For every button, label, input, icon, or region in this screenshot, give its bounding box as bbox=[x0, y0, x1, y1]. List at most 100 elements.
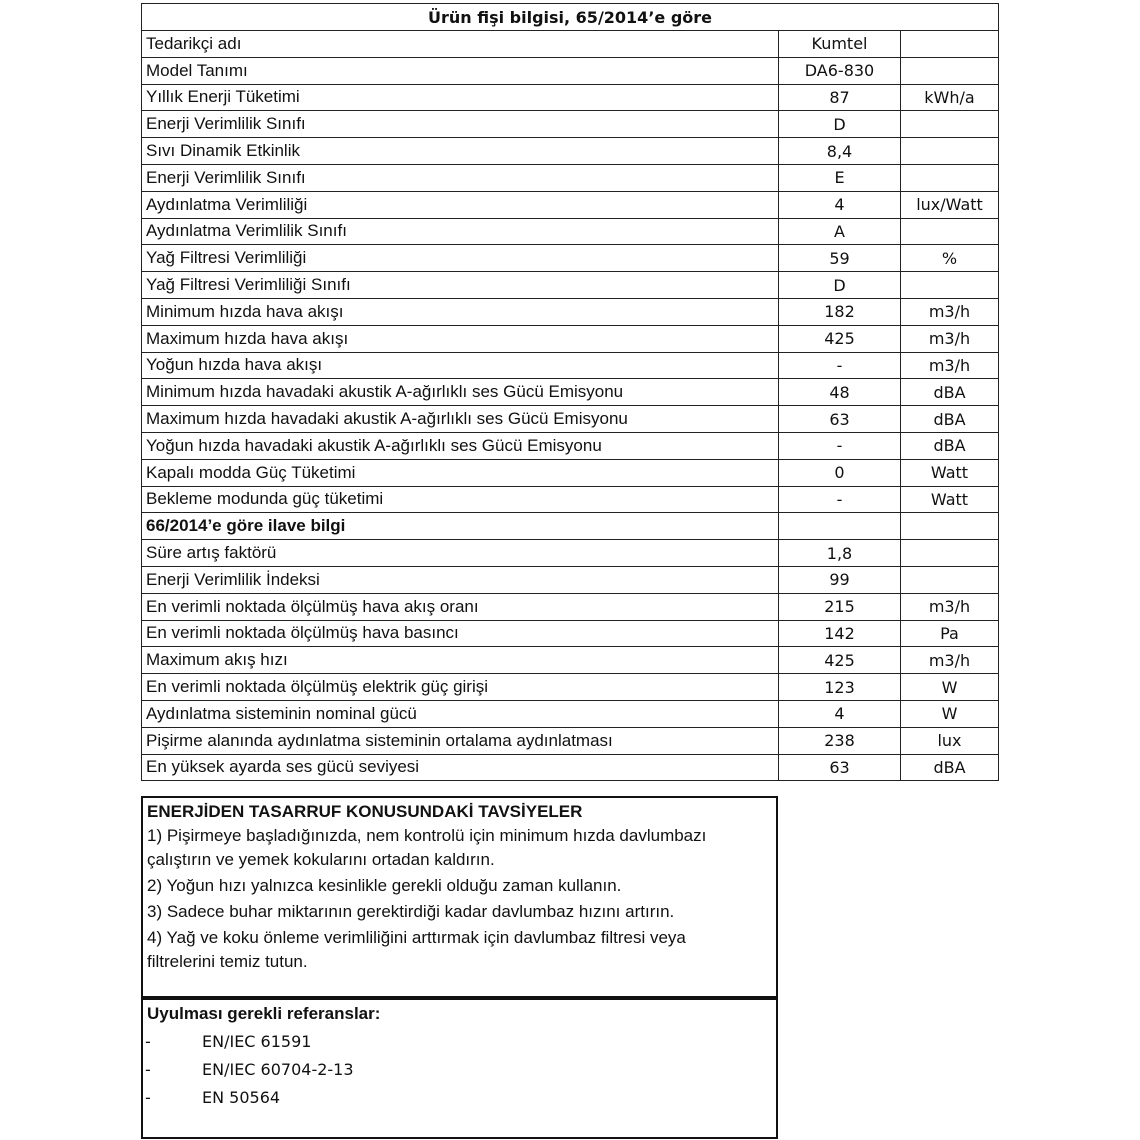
row-label: Aydınlatma sisteminin nominal gücü bbox=[141, 699, 779, 728]
row-unit bbox=[900, 137, 999, 165]
row-unit: lux/Watt bbox=[900, 190, 999, 219]
row-value: 215 bbox=[778, 592, 901, 621]
row-unit: m3/h bbox=[900, 324, 999, 353]
row-unit bbox=[900, 217, 999, 246]
row-label: En yüksek ayarda ses gücü seviyesi bbox=[141, 753, 779, 782]
table-row: Bekleme modunda güç tüketimi - Watt bbox=[141, 485, 999, 514]
row-label: Sıvı Dinamik Etkinlik bbox=[141, 137, 779, 165]
table-row: Enerji Verimlilik İndeksi 99 bbox=[141, 565, 999, 594]
reference-item: - EN/IEC 60704-2-13 bbox=[143, 1060, 776, 1080]
row-value: A bbox=[778, 217, 901, 246]
table-row: En verimli noktada ölçülmüş hava akış or… bbox=[141, 592, 999, 621]
bullet-dash: - bbox=[145, 1060, 151, 1079]
row-unit bbox=[900, 512, 999, 541]
row-label: Bekleme modunda güç tüketimi bbox=[141, 485, 779, 514]
row-label: Enerji Verimlilik İndeksi bbox=[141, 565, 779, 594]
row-label: Enerji Verimlilik Sınıfı bbox=[141, 163, 779, 192]
row-value: 238 bbox=[778, 726, 901, 755]
table-row: Yağ Filtresi Verimliliği Sınıfı D bbox=[141, 271, 999, 299]
table-row: Kapalı modda Güç Tüketimi 0 Watt bbox=[141, 458, 999, 487]
table-row: Enerji Verimlilik Sınıfı D bbox=[141, 110, 999, 139]
row-unit: Pa bbox=[900, 619, 999, 648]
bullet-dash: - bbox=[145, 1088, 151, 1107]
row-value: - bbox=[778, 485, 901, 514]
row-value: 4 bbox=[778, 699, 901, 728]
reference-item: - EN/IEC 61591 bbox=[143, 1032, 776, 1052]
row-label: En verimli noktada ölçülmüş hava basıncı bbox=[141, 619, 779, 648]
row-label: Minimum hızda hava akışı bbox=[141, 297, 779, 326]
table-row: Maximum akış hızı 425 m3/h bbox=[141, 646, 999, 675]
row-label: Yoğun hızda havadaki akustik A-ağırlıklı… bbox=[141, 431, 779, 460]
row-label: Model Tanımı bbox=[141, 56, 779, 85]
row-label: Maximum hızda havadaki akustik A-ağırlık… bbox=[141, 405, 779, 433]
row-label: Enerji Verimlilik Sınıfı bbox=[141, 110, 779, 139]
row-unit: lux bbox=[900, 726, 999, 755]
row-unit: m3/h bbox=[900, 592, 999, 621]
table-row: Minimum hızda hava akışı 182 m3/h bbox=[141, 297, 999, 326]
row-unit: m3/h bbox=[900, 646, 999, 675]
table-row: Pişirme alanında aydınlatma sisteminin o… bbox=[141, 726, 999, 755]
table-row: Minimum hızda havadaki akustik A-ağırlık… bbox=[141, 378, 999, 407]
recommendation-item: 2) Yoğun hızı yalnızca kesinlikle gerekl… bbox=[147, 876, 622, 895]
row-label: Süre artış faktörü bbox=[141, 539, 779, 567]
row-unit: W bbox=[900, 699, 999, 728]
row-value: D bbox=[778, 271, 901, 299]
row-label: Kapalı modda Güç Tüketimi bbox=[141, 458, 779, 487]
table-row: En yüksek ayarda ses gücü seviyesi 63 dBA bbox=[141, 753, 999, 782]
table-title: Ürün fişi bilgisi, 65/2014’e göre bbox=[141, 3, 999, 31]
row-value: 48 bbox=[778, 378, 901, 407]
row-unit: dBA bbox=[900, 431, 999, 460]
row-unit bbox=[900, 271, 999, 299]
row-value: 1,8 bbox=[778, 539, 901, 567]
row-value: 8,4 bbox=[778, 137, 901, 165]
table-row: Maximum hızda hava akışı 425 m3/h bbox=[141, 324, 999, 353]
row-value: 182 bbox=[778, 297, 901, 326]
row-label: Aydınlatma Verimliliği bbox=[141, 190, 779, 219]
recommendations-heading: ENERJİDEN TASARRUF KONUSUNDAKİ TAVSİYELE… bbox=[147, 802, 583, 821]
row-value: 425 bbox=[778, 324, 901, 353]
row-unit: % bbox=[900, 244, 999, 273]
row-unit bbox=[900, 110, 999, 139]
row-label: Tedarikçi adı bbox=[141, 30, 779, 58]
row-label: Minimum hızda havadaki akustik A-ağırlık… bbox=[141, 378, 779, 407]
row-unit: dBA bbox=[900, 753, 999, 782]
table-row: En verimli noktada ölçülmüş hava basıncı… bbox=[141, 619, 999, 648]
row-label: Yoğun hızda hava akışı bbox=[141, 351, 779, 380]
row-value: E bbox=[778, 163, 901, 192]
row-label: Yağ Filtresi Verimliliği bbox=[141, 244, 779, 273]
energy-saving-recommendations: ENERJİDEN TASARRUF KONUSUNDAKİ TAVSİYELE… bbox=[141, 796, 778, 998]
row-label: Maximum akış hızı bbox=[141, 646, 779, 675]
row-value: 142 bbox=[778, 619, 901, 648]
row-label: Yıllık Enerji Tüketimi bbox=[141, 83, 779, 112]
bullet-dash: - bbox=[145, 1032, 151, 1051]
row-value: 87 bbox=[778, 83, 901, 112]
table-row: Sıvı Dinamik Etkinlik 8,4 bbox=[141, 137, 999, 165]
row-value: 0 bbox=[778, 458, 901, 487]
row-unit: m3/h bbox=[900, 351, 999, 380]
row-value: 4 bbox=[778, 190, 901, 219]
row-unit: Watt bbox=[900, 458, 999, 487]
row-label: Pişirme alanında aydınlatma sisteminin o… bbox=[141, 726, 779, 755]
row-label: En verimli noktada ölçülmüş hava akış or… bbox=[141, 592, 779, 621]
table-row: Maximum hızda havadaki akustik A-ağırlık… bbox=[141, 405, 999, 433]
row-unit bbox=[900, 565, 999, 594]
row-label: Aydınlatma Verimlilik Sınıfı bbox=[141, 217, 779, 246]
title-row: Ürün fişi bilgisi, 65/2014’e göre bbox=[141, 3, 999, 31]
row-value: - bbox=[778, 431, 901, 460]
row-value: 59 bbox=[778, 244, 901, 273]
row-value: D bbox=[778, 110, 901, 139]
row-unit bbox=[900, 30, 999, 58]
table-row: Model Tanımı DA6-830 bbox=[141, 56, 999, 85]
row-label: Maximum hızda hava akışı bbox=[141, 324, 779, 353]
recommendation-item: 4) Yağ ve koku önleme verimliliğini artt… bbox=[147, 928, 686, 971]
row-unit: W bbox=[900, 673, 999, 701]
table-row: Süre artış faktörü 1,8 bbox=[141, 539, 999, 567]
table-row: Enerji Verimlilik Sınıfı E bbox=[141, 163, 999, 192]
recommendation-item: 3) Sadece buhar miktarının gerektirdiği … bbox=[147, 902, 675, 921]
row-value: Kumtel bbox=[778, 30, 901, 58]
row-label: 66/2014’e göre ilave bilgi bbox=[141, 512, 779, 541]
row-value: 425 bbox=[778, 646, 901, 675]
row-unit bbox=[900, 56, 999, 85]
table-row: 66/2014’e göre ilave bilgi bbox=[141, 512, 999, 541]
reference-text: EN 50564 bbox=[202, 1088, 281, 1107]
